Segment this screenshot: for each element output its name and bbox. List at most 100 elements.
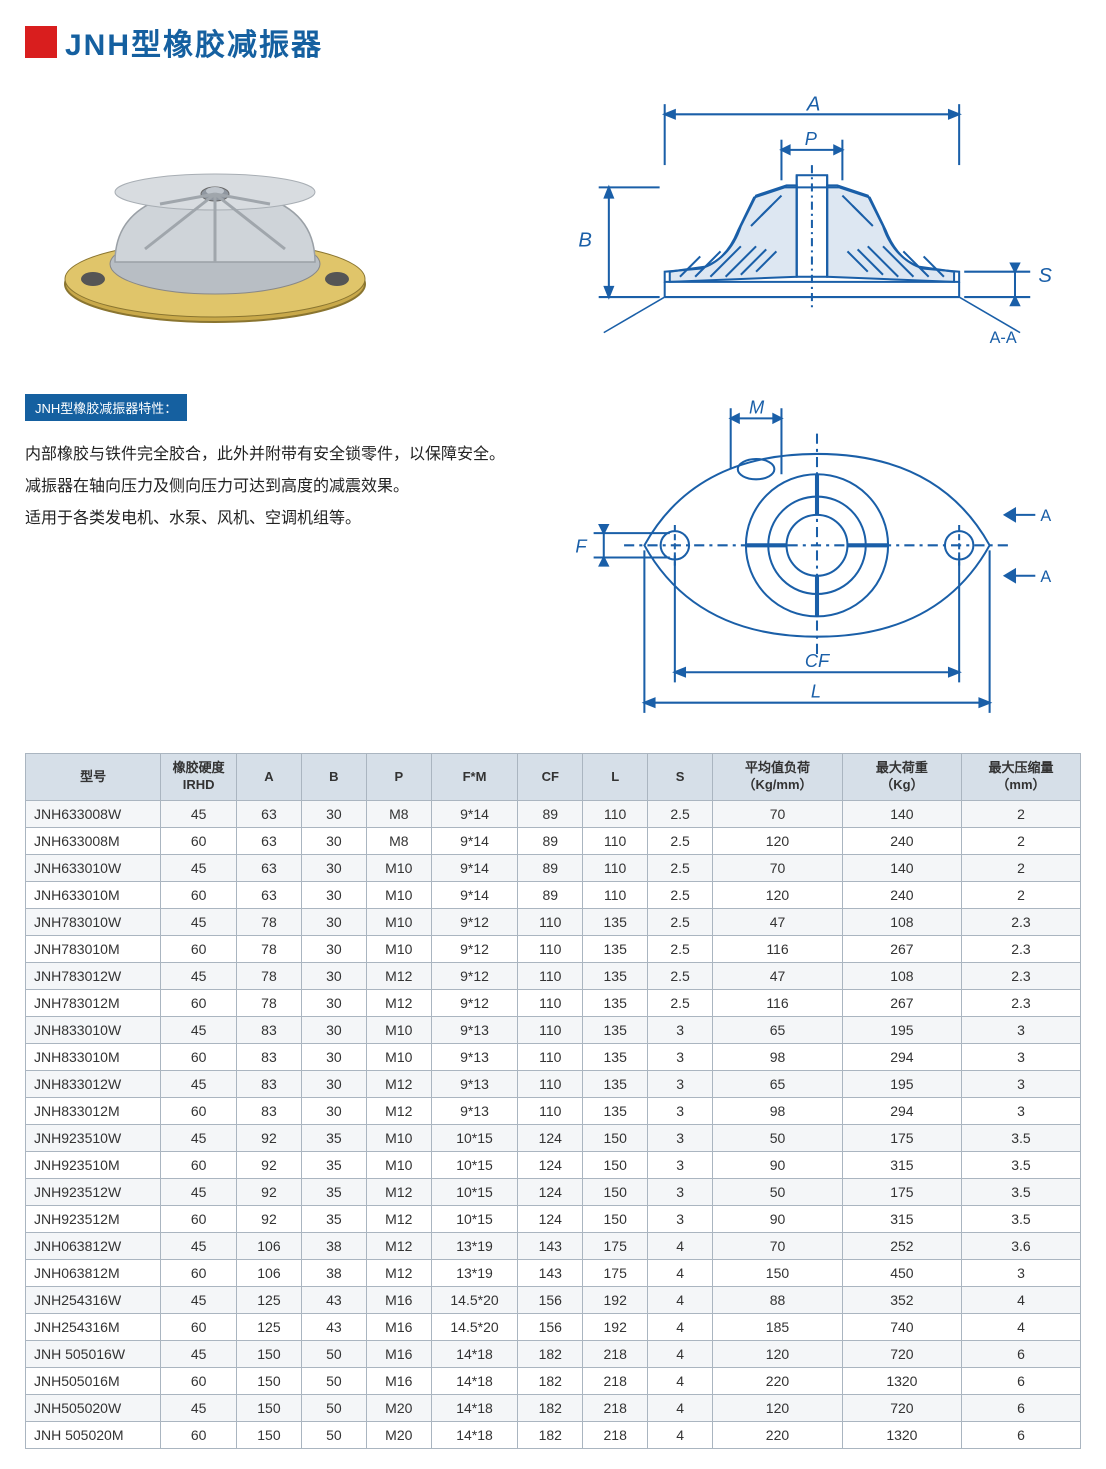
table-cell: M16 bbox=[366, 1368, 431, 1395]
table-cell: 30 bbox=[301, 855, 366, 882]
table-cell: 4 bbox=[648, 1314, 713, 1341]
table-cell: 110 bbox=[583, 882, 648, 909]
feature-line: 减振器在轴向压力及侧向压力可达到高度的减震效果。 bbox=[25, 471, 533, 503]
table-cell: 252 bbox=[842, 1233, 961, 1260]
table-cell: 9*13 bbox=[431, 1017, 518, 1044]
table-cell: 2.3 bbox=[961, 936, 1080, 963]
table-cell: 110 bbox=[518, 1044, 583, 1071]
table-cell: 110 bbox=[518, 1098, 583, 1125]
table-cell: 3 bbox=[648, 1017, 713, 1044]
table-cell: 140 bbox=[842, 855, 961, 882]
table-row: JNH063812M6010638M1213*1914317541504503 bbox=[26, 1260, 1081, 1287]
table-cell: M10 bbox=[366, 1044, 431, 1071]
table-row: JNH633010M606330M109*14891102.51202402 bbox=[26, 882, 1081, 909]
table-cell: 135 bbox=[583, 1098, 648, 1125]
table-cell: JNH783010W bbox=[26, 909, 161, 936]
table-cell: 315 bbox=[842, 1206, 961, 1233]
table-cell: 6 bbox=[961, 1422, 1080, 1449]
dim-label-a: A bbox=[806, 94, 821, 115]
table-cell: JNH833012M bbox=[26, 1098, 161, 1125]
table-cell: 3 bbox=[648, 1125, 713, 1152]
table-cell: 4 bbox=[648, 1287, 713, 1314]
table-cell: 135 bbox=[583, 936, 648, 963]
table-cell: M12 bbox=[366, 1260, 431, 1287]
table-cell: 150 bbox=[236, 1368, 301, 1395]
table-cell: 192 bbox=[583, 1287, 648, 1314]
table-cell: 60 bbox=[161, 1260, 237, 1287]
table-cell: 10*15 bbox=[431, 1179, 518, 1206]
table-cell: 135 bbox=[583, 1017, 648, 1044]
table-cell: 116 bbox=[713, 936, 843, 963]
table-cell: M16 bbox=[366, 1314, 431, 1341]
table-cell: 89 bbox=[518, 855, 583, 882]
table-cell: 65 bbox=[713, 1071, 843, 1098]
table-cell: 30 bbox=[301, 801, 366, 828]
table-cell: 3 bbox=[648, 1098, 713, 1125]
table-cell: 240 bbox=[842, 882, 961, 909]
table-cell: 185 bbox=[713, 1314, 843, 1341]
table-cell: 3 bbox=[648, 1044, 713, 1071]
table-cell: 450 bbox=[842, 1260, 961, 1287]
table-cell: 63 bbox=[236, 855, 301, 882]
table-cell: 150 bbox=[713, 1260, 843, 1287]
table-cell: 150 bbox=[583, 1125, 648, 1152]
dim-label-a3: A bbox=[1040, 568, 1051, 586]
table-cell: 125 bbox=[236, 1314, 301, 1341]
table-cell: 3 bbox=[648, 1206, 713, 1233]
table-row: JNH833010M608330M109*131101353982943 bbox=[26, 1044, 1081, 1071]
table-cell: 70 bbox=[713, 1233, 843, 1260]
table-cell: 9*14 bbox=[431, 882, 518, 909]
table-cell: JNH254316W bbox=[26, 1287, 161, 1314]
table-header-cell: L bbox=[583, 754, 648, 801]
table-row: JNH923510W459235M1010*151241503501753.5 bbox=[26, 1125, 1081, 1152]
table-cell: 78 bbox=[236, 963, 301, 990]
table-cell: 9*13 bbox=[431, 1044, 518, 1071]
table-cell: 2 bbox=[961, 855, 1080, 882]
table-cell: 89 bbox=[518, 828, 583, 855]
table-cell: 2 bbox=[961, 828, 1080, 855]
table-cell: 150 bbox=[583, 1179, 648, 1206]
table-cell: 98 bbox=[713, 1098, 843, 1125]
table-cell: 90 bbox=[713, 1206, 843, 1233]
table-cell: 45 bbox=[161, 1341, 237, 1368]
table-cell: 30 bbox=[301, 936, 366, 963]
table-cell: 92 bbox=[236, 1179, 301, 1206]
table-cell: M10 bbox=[366, 909, 431, 936]
table-cell: 10*15 bbox=[431, 1206, 518, 1233]
table-cell: 2.5 bbox=[648, 963, 713, 990]
table-cell: 135 bbox=[583, 990, 648, 1017]
table-cell: 4 bbox=[961, 1287, 1080, 1314]
table-cell: 9*14 bbox=[431, 855, 518, 882]
dim-label-s: S bbox=[1038, 265, 1052, 287]
dim-label-aa: A-A bbox=[990, 329, 1017, 347]
table-cell: 125 bbox=[236, 1287, 301, 1314]
table-row: JNH833012W458330M129*131101353651953 bbox=[26, 1071, 1081, 1098]
table-cell: 45 bbox=[161, 1071, 237, 1098]
table-cell: JNH923510M bbox=[26, 1152, 161, 1179]
table-cell: 220 bbox=[713, 1422, 843, 1449]
table-cell: 98 bbox=[713, 1044, 843, 1071]
table-cell: 3 bbox=[648, 1152, 713, 1179]
table-header-cell: 型号 bbox=[26, 754, 161, 801]
table-cell: 3 bbox=[961, 1017, 1080, 1044]
table-cell: 120 bbox=[713, 828, 843, 855]
table-cell: 45 bbox=[161, 1395, 237, 1422]
table-cell: M20 bbox=[366, 1395, 431, 1422]
left-column: JNH型橡胶减振器特性： 内部橡胶与铁件完全胶合，此外并附带有安全锁零件，以保障… bbox=[25, 94, 553, 723]
table-cell: 60 bbox=[161, 1098, 237, 1125]
table-cell: 3.5 bbox=[961, 1179, 1080, 1206]
table-cell: 13*19 bbox=[431, 1233, 518, 1260]
table-cell: JNH505020W bbox=[26, 1395, 161, 1422]
page-title: JNH型橡胶减振器 bbox=[65, 20, 323, 64]
table-cell: 83 bbox=[236, 1098, 301, 1125]
table-cell: 175 bbox=[842, 1179, 961, 1206]
table-row: JNH923510M609235M1010*151241503903153.5 bbox=[26, 1152, 1081, 1179]
table-cell: 124 bbox=[518, 1206, 583, 1233]
table-cell: 78 bbox=[236, 936, 301, 963]
table-row: JNH254316W4512543M1614.5*201561924883524 bbox=[26, 1287, 1081, 1314]
spec-table: 型号橡胶硬度IRHDABPF*MCFLS平均值负荷（Kg/mm）最大荷重（Kg）… bbox=[25, 753, 1081, 1449]
table-cell: 89 bbox=[518, 882, 583, 909]
table-cell: 267 bbox=[842, 990, 961, 1017]
table-cell: 9*12 bbox=[431, 909, 518, 936]
dim-label-p: P bbox=[805, 128, 818, 149]
